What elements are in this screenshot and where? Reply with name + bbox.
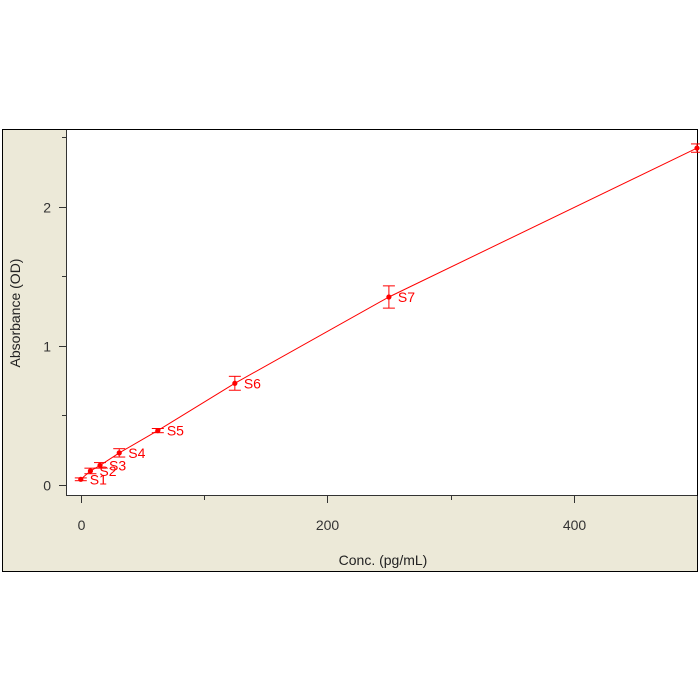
x-tick-label: 0 [78, 517, 86, 533]
point-label: S1 [90, 471, 107, 487]
x-tick-label: 200 [316, 517, 340, 533]
x-axis-ticks: 0 200 400 [78, 496, 698, 533]
plot-area [66, 130, 697, 496]
data-point [694, 145, 700, 151]
data-point [116, 450, 122, 456]
y-tick-label: 0 [43, 478, 51, 494]
x-axis-title: Conc. (pg/mL) [339, 552, 428, 568]
point-label: S5 [167, 423, 184, 439]
y-axis-ticks: 0 1 2 [43, 137, 66, 494]
point-label: S4 [128, 445, 145, 461]
y-tick-label: 1 [43, 339, 51, 355]
data-point [386, 294, 392, 300]
point-label: S7 [398, 289, 415, 305]
data-points: S1S2S3S4S5S6S7S8 [74, 143, 700, 487]
y-axis-title: Absorbance (OD) [7, 259, 23, 368]
data-point [155, 427, 161, 434]
data-point [87, 468, 94, 474]
point-label: S2 [99, 463, 116, 479]
y-tick-label: 2 [43, 200, 51, 216]
data-point [78, 476, 84, 482]
x-tick-label: 400 [563, 517, 587, 533]
point-label: S3 [109, 457, 126, 473]
data-point [232, 380, 238, 386]
point-label: S6 [244, 375, 261, 391]
data-point [97, 462, 103, 468]
